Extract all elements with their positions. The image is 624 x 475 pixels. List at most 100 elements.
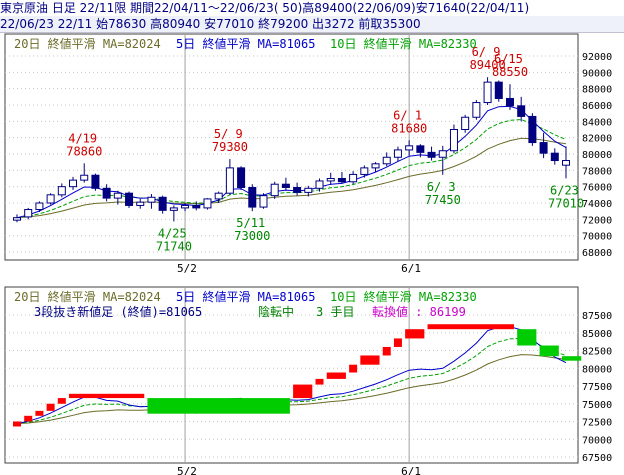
break-ytick-label: 70000 <box>582 435 612 446</box>
annotation-date: 6/ 1 <box>393 108 422 122</box>
annotation-date: 6/ 3 <box>427 180 456 194</box>
candle-ma20-line <box>16 137 567 219</box>
candle-ytick-label: 90000 <box>582 68 612 79</box>
break-status-label: 3段抜き新値足 (終値)=81065 <box>34 304 202 319</box>
annotation-value: 88550 <box>492 65 528 79</box>
candle-body <box>494 81 503 99</box>
candle-body <box>69 179 78 188</box>
candle-body <box>147 196 156 203</box>
candle-body <box>125 192 134 206</box>
break-brick-down <box>562 356 582 361</box>
annotation-value: 77010 <box>548 196 584 210</box>
candle-body <box>371 163 380 169</box>
candle-ytick-label: 84000 <box>582 117 612 128</box>
candle-body <box>102 187 111 199</box>
candle-body <box>427 151 436 158</box>
annotation-value: 81680 <box>391 121 427 135</box>
candle-body <box>281 183 290 188</box>
break-ytick-label: 75000 <box>582 400 612 411</box>
candle-body <box>505 97 514 107</box>
break-brick-up <box>293 384 313 399</box>
candle-body <box>136 201 145 206</box>
break-brick-down <box>517 329 537 346</box>
candle-body <box>337 178 346 183</box>
candle-plot-frame <box>4 33 579 261</box>
annotation-date: 5/ 9 <box>214 127 243 141</box>
candle-ytick-label: 72000 <box>582 215 612 226</box>
break-brick-up <box>427 324 514 330</box>
candle-ytick-label: 70000 <box>582 232 612 243</box>
header-line-2: 22/06/23 22/11 始78630 高80940 安77010 終792… <box>0 16 624 33</box>
break-brick-up <box>24 415 33 422</box>
candle-ytick-label: 88000 <box>582 85 612 96</box>
break-ytick-label: 67500 <box>582 453 612 464</box>
candle-body <box>113 192 122 199</box>
annotation-date: 6/23 <box>550 183 579 197</box>
candle-body <box>326 178 335 182</box>
break-xtick-label: 5/2 <box>177 465 197 475</box>
break-brick-up <box>57 398 66 404</box>
candle-body <box>472 102 481 118</box>
candle-body <box>416 145 425 153</box>
break-brick-up <box>382 346 391 356</box>
candle-body <box>46 194 55 204</box>
annotation-value: 78860 <box>66 144 102 158</box>
annotation-date: 5/11 <box>236 216 265 230</box>
break-legend-ma20: 20日 終値平滑 MA=82024 <box>14 289 161 304</box>
break-brick-up <box>35 410 44 416</box>
candle-body <box>214 192 223 200</box>
break-brick-up <box>315 378 324 385</box>
candle-body <box>80 174 89 181</box>
annotation-value: 73000 <box>234 229 270 243</box>
annotation-date: 6/15 <box>494 52 523 66</box>
candle-body <box>405 145 414 151</box>
annotation-value: 71740 <box>156 239 192 253</box>
break-turn-value: 転換値 : 86199 <box>372 304 466 319</box>
annotation-value: 89400 <box>470 58 506 72</box>
candle-body <box>528 115 537 144</box>
candle-ytick-label: 76000 <box>582 183 612 194</box>
candle-body <box>483 81 492 104</box>
candle-body <box>192 204 201 209</box>
break-brick-up <box>69 393 145 399</box>
break-brick-up <box>405 329 425 339</box>
break-legend-ma5: 5日 終値平滑 MA=81065 <box>176 289 315 304</box>
break-ytick-label: 80000 <box>582 364 612 375</box>
break-brick-down <box>539 345 559 357</box>
candle-ytick-label: 74000 <box>582 199 612 210</box>
annotation-value: 79380 <box>212 140 248 154</box>
candle-body <box>259 195 268 208</box>
annotation-value: 77450 <box>425 193 461 207</box>
candle-body <box>449 129 458 152</box>
candle-ytick-label: 68000 <box>582 248 612 259</box>
break-brick-down <box>147 398 290 414</box>
candle-body <box>91 174 100 189</box>
candle-ytick-label: 82000 <box>582 134 612 145</box>
annotation-date: 4/25 <box>158 226 187 240</box>
candle-body <box>461 116 470 130</box>
candle-body <box>438 150 447 158</box>
candle-body <box>270 183 279 197</box>
candle-body <box>181 204 190 209</box>
candle-body <box>293 186 302 193</box>
candle-body <box>169 207 178 211</box>
break-status-count: 3 手目 <box>316 305 354 319</box>
annotation-date: 6/ 9 <box>472 45 501 59</box>
break-xtick-label: 6/1 <box>401 465 421 475</box>
candle-xtick-label: 6/1 <box>401 262 421 275</box>
candle-body <box>158 196 167 211</box>
candle-body <box>237 167 246 188</box>
candle-body <box>24 209 33 218</box>
break-plot-frame <box>4 286 579 464</box>
candle-body <box>550 152 559 162</box>
candle-body <box>393 149 402 158</box>
break-ma20-line <box>16 354 567 425</box>
candle-body <box>35 202 44 211</box>
candle-body <box>517 105 526 117</box>
break-ytick-label: 82500 <box>582 347 612 358</box>
candle-legend-ma20: 20日 終値平滑 MA=82024 <box>14 36 161 51</box>
candle-ytick-label: 80000 <box>582 150 612 161</box>
break-ma10-line <box>16 337 567 425</box>
candle-legend-ma5: 5日 終値平滑 MA=81065 <box>176 36 315 51</box>
break-ma5-line <box>16 326 567 425</box>
